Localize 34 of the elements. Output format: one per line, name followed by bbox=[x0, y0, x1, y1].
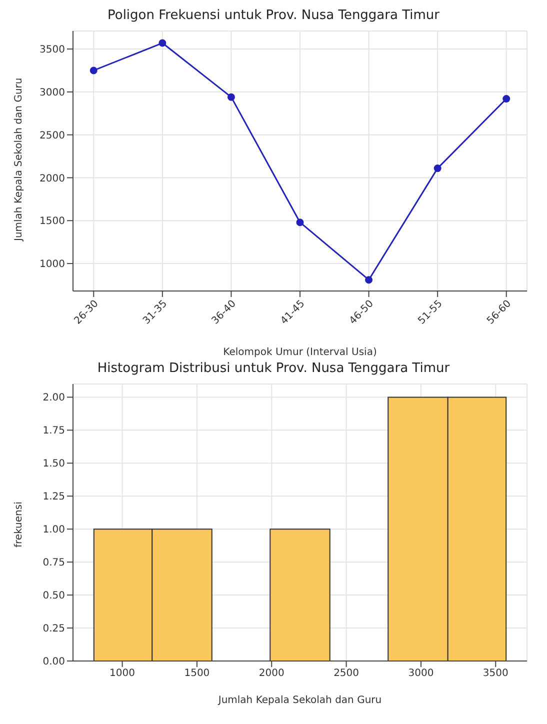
chart-title: Poligon Frekuensi untuk Prov. Nusa Tenggara Timur bbox=[106, 8, 440, 25]
y-axis-title: frekuensi bbox=[14, 502, 25, 548]
x-tick-label: 1500 bbox=[184, 668, 210, 680]
x-tick-label: 3500 bbox=[482, 668, 508, 680]
x-axis-title: Jumlah Kepala Sekolah dan Guru bbox=[217, 695, 382, 706]
y-tick-label: 1000 bbox=[40, 259, 65, 270]
y-tick-label: 2000 bbox=[40, 173, 65, 184]
point bbox=[90, 66, 98, 74]
x-axis-title: Kelompok Umur (Interval Usia) bbox=[223, 347, 377, 358]
y-tick-label: 0.25 bbox=[42, 624, 65, 635]
x-tick-label: 1000 bbox=[110, 668, 136, 680]
chart-title: Histogram Distribusi untuk Prov. Nusa Tenggara Timur bbox=[96, 361, 451, 378]
y-tick-label: 1500 bbox=[40, 216, 65, 228]
y-tick-label: 0.50 bbox=[42, 590, 65, 602]
point bbox=[296, 218, 304, 226]
point bbox=[365, 276, 373, 284]
y-tick-label: 3000 bbox=[40, 87, 65, 98]
y-axis-title: Jumlah Kepala Sekolah dan Guru bbox=[14, 78, 25, 242]
x-tick-label: 3000 bbox=[408, 668, 434, 680]
point bbox=[158, 39, 166, 47]
y-tick-label: 0.75 bbox=[42, 558, 65, 569]
y-tick-label: 3500 bbox=[40, 44, 65, 56]
x-tick-label: 2000 bbox=[258, 668, 284, 680]
y-tick-label: 2.00 bbox=[42, 392, 65, 404]
y-tick-label: 1.00 bbox=[42, 524, 65, 536]
y-tick-label: 1.50 bbox=[42, 458, 65, 470]
point bbox=[434, 164, 442, 172]
x-tick-label: 2500 bbox=[334, 668, 360, 680]
point bbox=[227, 93, 235, 101]
y-tick-label: 1.75 bbox=[42, 426, 65, 437]
y-tick-label: 2500 bbox=[40, 130, 65, 142]
y-tick-label: 1.25 bbox=[42, 492, 65, 503]
point bbox=[502, 95, 510, 103]
y-tick-label: 0.00 bbox=[42, 656, 65, 668]
